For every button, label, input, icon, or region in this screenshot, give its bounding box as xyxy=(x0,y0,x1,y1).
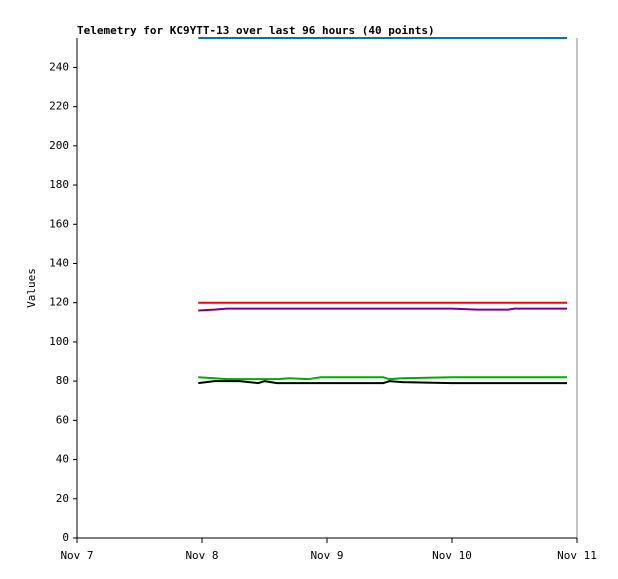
y-tick-label: 180 xyxy=(49,178,69,191)
x-tick-label: Nov 9 xyxy=(310,549,343,562)
x-tick-label: Nov 8 xyxy=(185,549,218,562)
y-tick-label: 40 xyxy=(56,453,69,466)
series-line xyxy=(198,307,567,312)
y-tick-label: 120 xyxy=(49,296,69,309)
series-line xyxy=(198,380,567,385)
x-tick-label: Nov 7 xyxy=(60,549,93,562)
y-tick-label: 0 xyxy=(62,531,69,544)
y-tick-label: 160 xyxy=(49,217,69,230)
y-tick-label: 140 xyxy=(49,256,69,269)
y-tick-label: 220 xyxy=(49,100,69,113)
y-tick-label: 80 xyxy=(56,374,69,387)
x-tick-label: Nov 10 xyxy=(432,549,472,562)
y-tick-label: 60 xyxy=(56,413,69,426)
y-tick-label: 200 xyxy=(49,139,69,152)
y-tick-label: 100 xyxy=(49,335,69,348)
series-line xyxy=(198,376,567,381)
x-tick-label: Nov 11 xyxy=(557,549,597,562)
y-axis-label: Values xyxy=(25,268,38,308)
y-tick-label: 240 xyxy=(49,60,69,73)
chart-title: Telemetry for KC9YTT-13 over last 96 hou… xyxy=(77,24,435,37)
y-tick-label: 20 xyxy=(56,492,69,505)
